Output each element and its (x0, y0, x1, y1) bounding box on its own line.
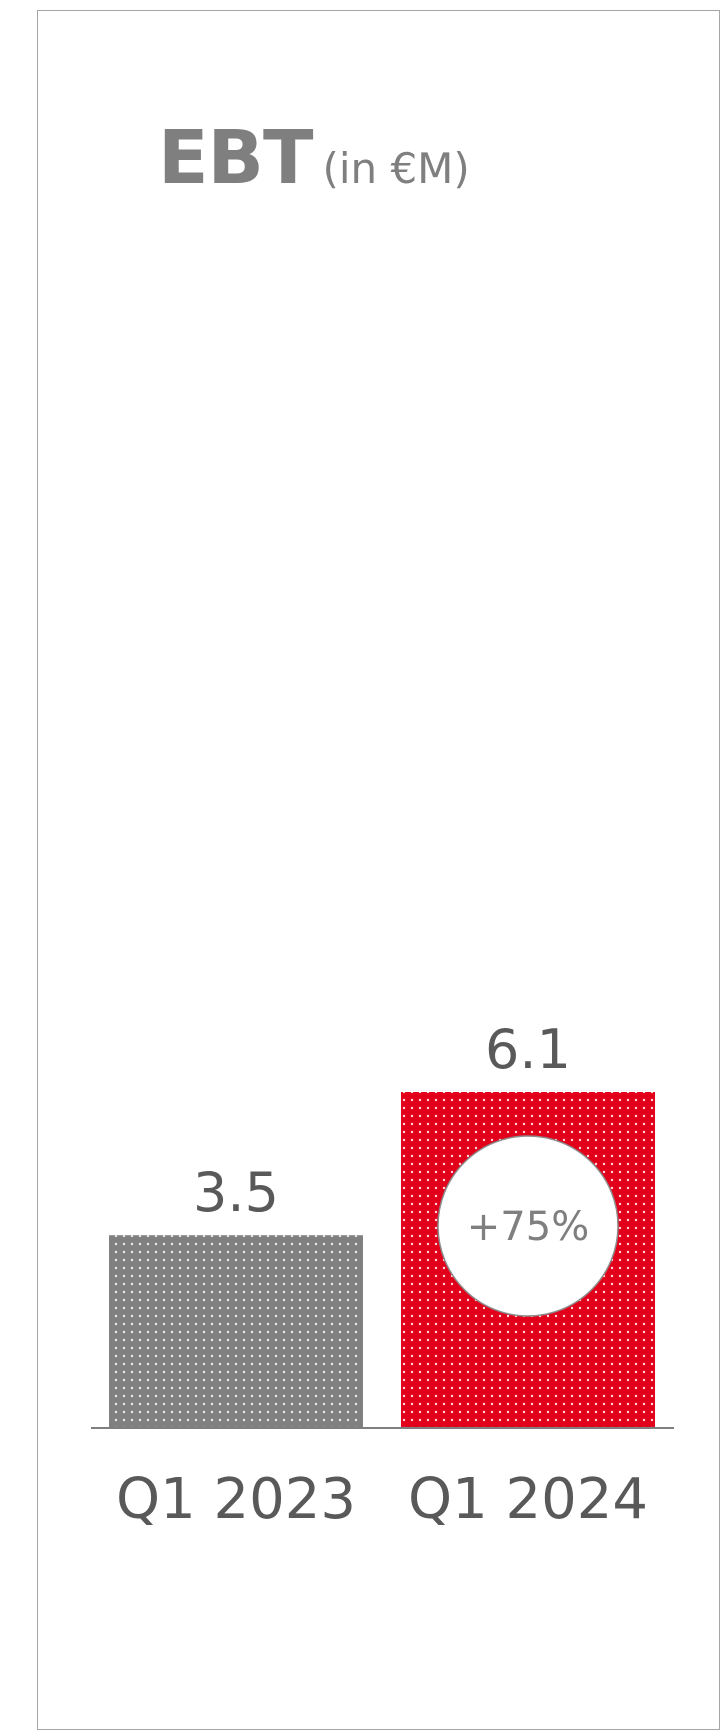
chart-subtitle: (in €M) (322, 144, 470, 193)
category-label: Q1 2023 (116, 1467, 356, 1532)
chart-title: EBT (in €M) (158, 115, 470, 201)
bar-dot-texture (109, 1235, 363, 1428)
value-label: 3.5 (193, 1161, 279, 1224)
growth-badge (437, 1135, 619, 1317)
category-label: Q1 2024 (408, 1467, 648, 1532)
chart-title-main: EBT (158, 115, 313, 201)
growth-badge-label: +75% (467, 1204, 589, 1250)
value-label: 6.1 (485, 1018, 571, 1081)
